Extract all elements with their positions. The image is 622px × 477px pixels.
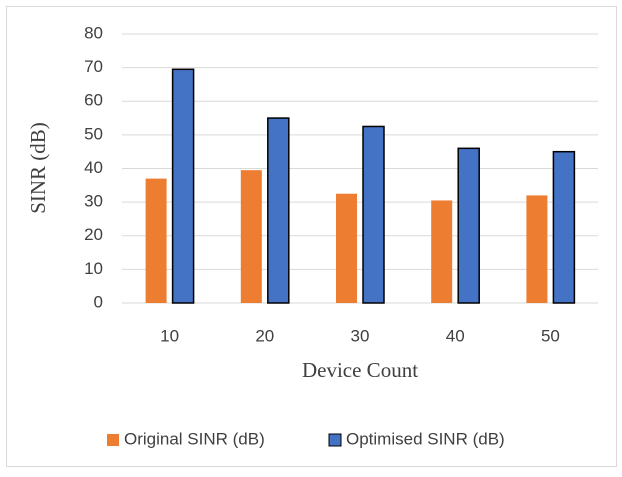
y-tick-label: 40 <box>84 158 103 177</box>
y-tick-label: 10 <box>84 259 103 278</box>
legend-label: Optimised SINR (dB) <box>346 429 505 448</box>
x-tick-label: 10 <box>160 326 179 345</box>
bar <box>431 200 453 303</box>
bar <box>267 117 290 304</box>
x-tick-label: 30 <box>351 326 370 345</box>
legend-swatch <box>328 433 342 447</box>
y-tick-label: 30 <box>84 192 103 211</box>
bar <box>457 147 480 304</box>
y-tick-label: 50 <box>84 124 103 143</box>
y-tick-label: 70 <box>84 57 103 76</box>
x-axis-title: Device Count <box>302 358 418 382</box>
y-axis-title: SINR (dB) <box>26 122 50 214</box>
bar <box>240 170 262 303</box>
bar <box>552 150 576 304</box>
bar <box>362 125 385 304</box>
x-tick-label: 20 <box>255 326 274 345</box>
bar <box>526 195 548 303</box>
y-tick-label: 0 <box>94 292 103 311</box>
y-tick-label: 60 <box>84 91 103 110</box>
bar <box>171 68 195 304</box>
y-tick-label: 20 <box>84 225 103 244</box>
x-tick-label: 40 <box>446 326 465 345</box>
legend-label: Original SINR (dB) <box>124 429 265 448</box>
x-tick-label: 50 <box>541 326 560 345</box>
bar <box>336 193 357 303</box>
y-tick-label: 80 <box>84 23 103 42</box>
chart-border <box>6 6 617 467</box>
legend-swatch <box>107 434 119 446</box>
bar <box>145 178 167 303</box>
